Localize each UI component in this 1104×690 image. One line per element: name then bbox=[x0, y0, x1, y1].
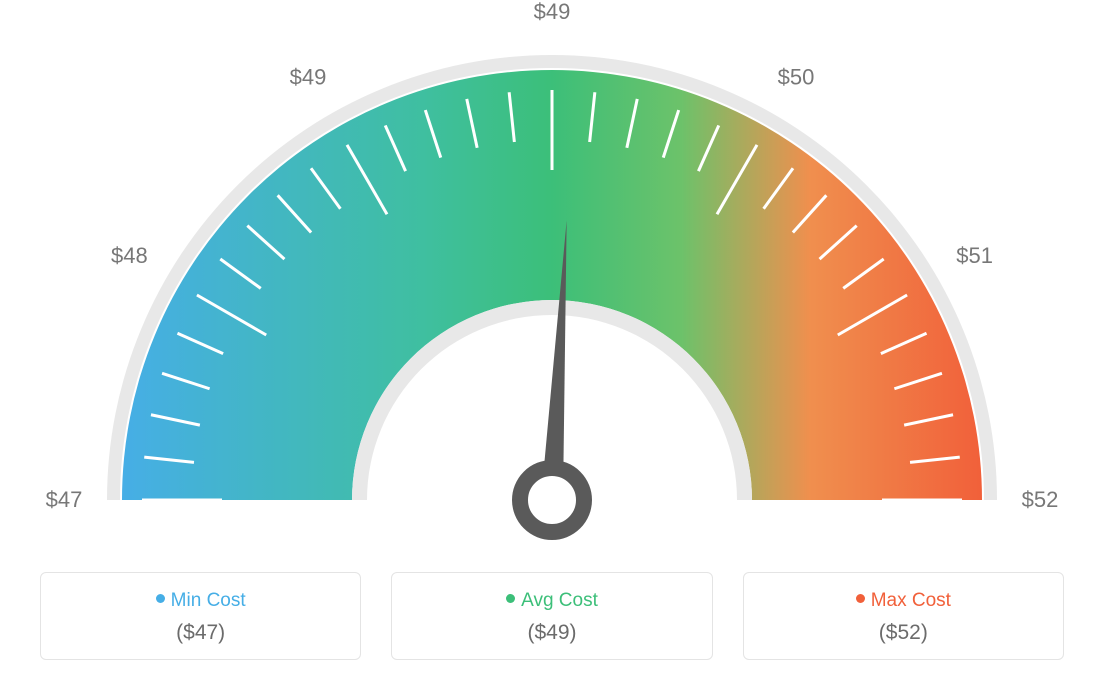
legend-dot-max bbox=[856, 594, 865, 603]
legend-value-avg: ($49) bbox=[402, 622, 701, 643]
legend-label-min: Min Cost bbox=[171, 590, 246, 611]
gauge-tick-label: $48 bbox=[111, 243, 148, 268]
legend-title-max: Max Cost bbox=[754, 591, 1053, 610]
legend-card-min: Min Cost ($47) bbox=[40, 572, 361, 660]
legend-dot-avg bbox=[506, 594, 515, 603]
gauge-tick-label: $51 bbox=[956, 243, 993, 268]
gauge-svg: $47 $48 $49 $49 $50 $51 $52 bbox=[0, 0, 1104, 560]
legend-title-avg: Avg Cost bbox=[402, 591, 701, 610]
legend-card-avg: Avg Cost ($49) bbox=[391, 572, 712, 660]
gauge-needle-hub bbox=[520, 468, 584, 532]
legend-row: Min Cost ($47) Avg Cost ($49) Max Cost (… bbox=[40, 572, 1064, 660]
legend-label-max: Max Cost bbox=[871, 590, 951, 611]
gauge-tick-label: $47 bbox=[46, 487, 83, 512]
legend-title-min: Min Cost bbox=[51, 591, 350, 610]
gauge-tick-label: $50 bbox=[778, 64, 815, 89]
legend-label-avg: Avg Cost bbox=[521, 590, 598, 611]
legend-value-min: ($47) bbox=[51, 622, 350, 643]
chart-container: $47 $48 $49 $49 $50 $51 $52 Min Cost ($47) Avg… bbox=[0, 0, 1104, 690]
gauge-tick-label: $49 bbox=[534, 0, 571, 24]
legend-card-max: Max Cost ($52) bbox=[743, 572, 1064, 660]
gauge-area: $47 $48 $49 $49 $50 $51 $52 bbox=[0, 0, 1104, 560]
gauge-tick-label: $52 bbox=[1022, 487, 1059, 512]
legend-dot-min bbox=[156, 594, 165, 603]
gauge-tick-label: $49 bbox=[290, 64, 327, 89]
legend-value-max: ($52) bbox=[754, 622, 1053, 643]
